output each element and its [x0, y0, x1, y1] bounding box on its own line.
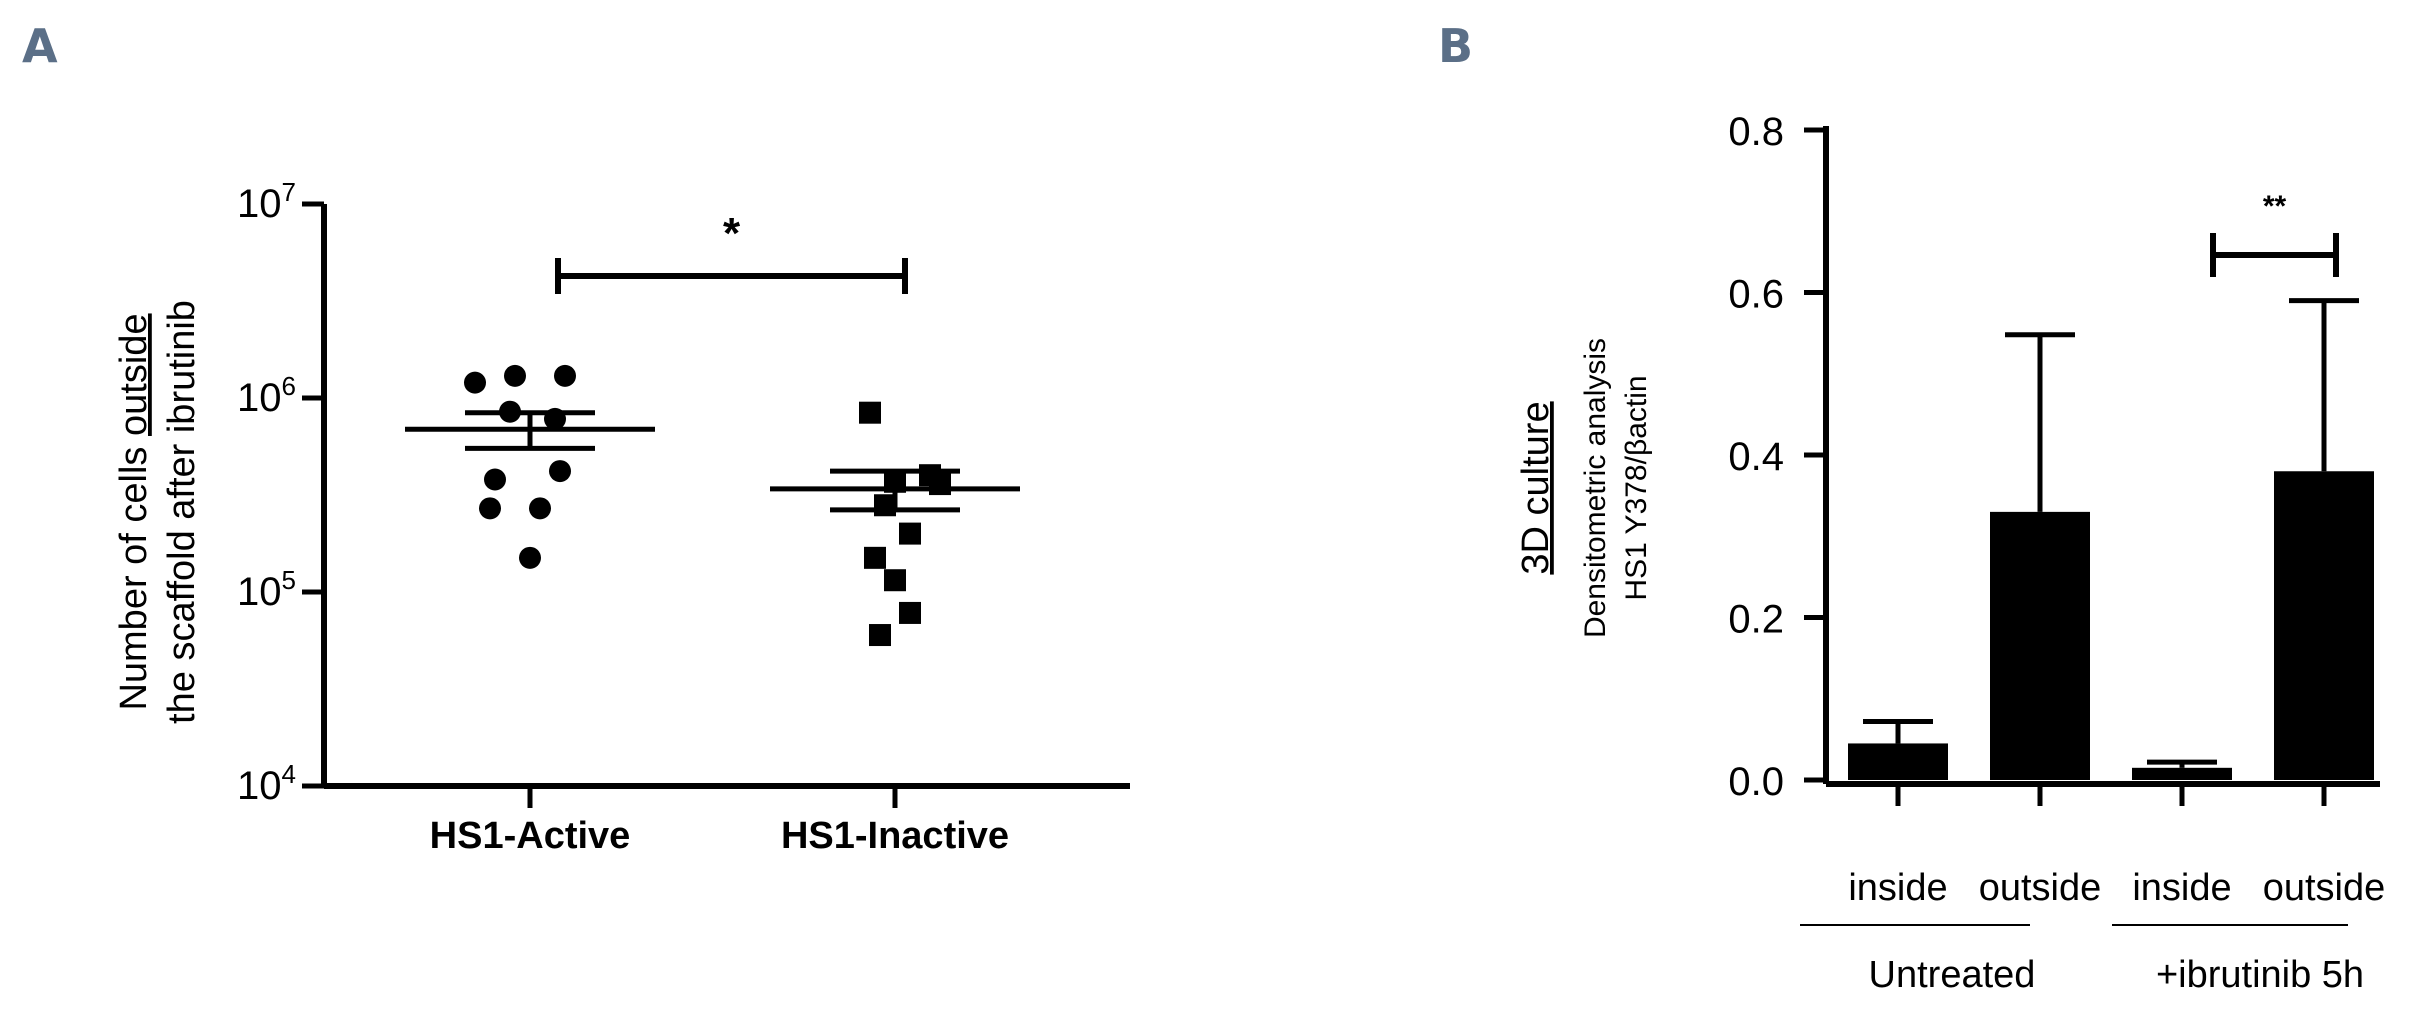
panel-b-bar	[2274, 471, 2374, 780]
panel-a-significance-label: *	[723, 209, 741, 258]
panel-b-y-tick-label: 0.0	[1728, 760, 1784, 804]
panel-b-y-tick-label: 0.8	[1728, 110, 1784, 154]
panel-b-x-tick-label: inside	[1848, 867, 1947, 909]
panel-a-point-square	[899, 601, 921, 624]
panel-a-point-circle	[554, 364, 576, 387]
panel-b-y-tick-label: 0.6	[1728, 273, 1784, 317]
panel-a-y-tick-label: 104	[237, 759, 296, 808]
panel-a-point-square	[884, 569, 906, 592]
panel-a-y-tick-label: 106	[237, 371, 296, 420]
panel-b-error-bars	[1863, 298, 2359, 768]
panel-a-y-title-underlined: outside	[113, 313, 155, 436]
panel-a-y-ticks: 104 105 106 107	[237, 177, 324, 808]
panel-a-point-circle	[519, 546, 541, 569]
panel-b-y-axis-title: 3D culture	[1515, 401, 1557, 574]
panel-b-chart: 0.0 0.2 0.4 0.6 0.8 inside outside inside outsi…	[1515, 110, 2385, 996]
panel-a-categories: HS1-Active HS1-Inactive	[430, 786, 1009, 857]
panel-a-y-title-prefix: Number of cells	[113, 436, 155, 711]
panel-a-y-axis-title: Number of cells outside	[113, 313, 155, 710]
panel-b-group-label: Untreated	[1869, 954, 2036, 996]
panel-b-bars	[1848, 471, 2374, 780]
panel-b-bar	[2132, 767, 2232, 780]
panel-b-x-ticks	[1895, 784, 2327, 806]
panel-a-point-circle	[504, 364, 526, 387]
panel-a-y-tick-label: 107	[237, 177, 296, 226]
panel-a-x-tick-label: HS1-Active	[430, 815, 631, 857]
panel-a-point-square	[869, 624, 891, 647]
panel-a-y-axis-title-line2: the scaffold after ibrutinib	[161, 300, 203, 724]
panel-b-significance: **	[2210, 190, 2339, 277]
panel-b-y-axis-title-line3: HS1 Y378/βactin	[1620, 375, 1653, 600]
panel-b-y-axis-title-line2: Densitometric analysis	[1579, 338, 1612, 638]
panel-b-x-tick-label: outside	[2263, 867, 2386, 909]
panel-a-axes	[321, 204, 1130, 789]
panel-a-letter: A	[22, 19, 58, 73]
panel-b-significance-label: **	[2263, 190, 2287, 223]
panel-a-points	[464, 364, 951, 647]
panel-b-y-ticks: 0.0 0.2 0.4 0.6 0.8	[1728, 110, 1826, 804]
panel-a-chart: 104 105 106 107 HS1-Active HS1-Inactive * Nu…	[113, 177, 1130, 857]
panel-b-bar	[1990, 511, 2090, 780]
panel-a-point-square	[929, 473, 951, 496]
panel-b-groups: Untreated +ibrutinib 5h	[1800, 924, 2364, 996]
panel-b-categories: inside outside inside outside	[1848, 867, 2385, 909]
panel-a-point-circle	[464, 371, 486, 394]
panel-a-point-square	[899, 522, 921, 545]
panel-a-significance: *	[555, 209, 908, 294]
panel-b-group-label: +ibrutinib 5h	[2156, 954, 2364, 996]
panel-a-point-circle	[529, 497, 551, 520]
panel-b-y-tick-label: 0.2	[1728, 598, 1784, 642]
panel-a-point-circle	[479, 497, 501, 520]
panel-a-mean-sem	[405, 410, 1020, 513]
panel-b-y-tick-label: 0.4	[1728, 435, 1784, 479]
panel-b-x-tick-label: outside	[1979, 867, 2102, 909]
panel-b-bar	[1848, 743, 1948, 780]
panel-a-point-circle	[549, 460, 571, 483]
panel-b-x-tick-label: inside	[2132, 867, 2231, 909]
panel-a-point-circle	[484, 468, 506, 491]
panel-a-y-tick-label: 105	[237, 565, 296, 614]
panel-b-letter: B	[1438, 19, 1473, 73]
panel-a-point-square	[859, 401, 881, 424]
panel-a-point-square	[864, 546, 886, 569]
panel-a-x-tick-label: HS1-Inactive	[781, 815, 1009, 857]
